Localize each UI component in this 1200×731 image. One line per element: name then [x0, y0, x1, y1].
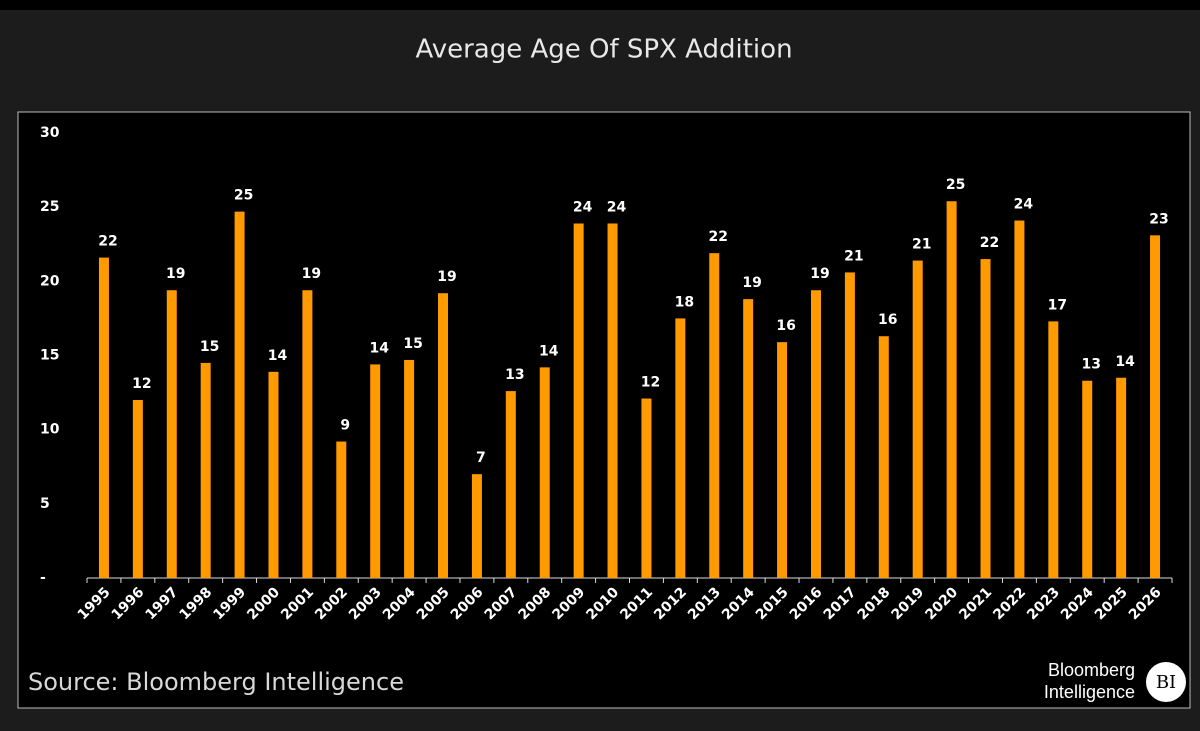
value-label: 19 [810, 266, 829, 282]
bar [200, 362, 211, 578]
value-label: 13 [505, 367, 524, 383]
chart-title: Average Age Of SPX Addition [415, 35, 792, 65]
bar [336, 441, 347, 578]
bar [302, 290, 313, 578]
value-label: 17 [1048, 297, 1067, 313]
y-tick-label: 30 [40, 125, 60, 141]
bar [1116, 377, 1127, 578]
value-label: 24 [607, 199, 627, 215]
bar [132, 400, 143, 578]
bar [675, 318, 686, 578]
value-label: 16 [878, 312, 897, 328]
y-tick-label: 15 [40, 348, 59, 364]
value-label: 21 [844, 248, 863, 264]
bar [810, 290, 821, 578]
bar [844, 272, 855, 578]
bar [404, 359, 415, 578]
value-label: 24 [573, 199, 593, 215]
bar [641, 398, 652, 578]
bar [777, 342, 788, 578]
value-label: 22 [980, 235, 999, 251]
bar [166, 290, 177, 578]
value-label: 15 [200, 339, 219, 355]
value-label: 16 [776, 318, 795, 334]
value-label: 9 [340, 418, 350, 434]
value-label: 23 [1149, 211, 1168, 227]
bar [370, 364, 381, 578]
bar [1014, 220, 1025, 578]
y-tick-label: 5 [40, 496, 50, 512]
plot-area [17, 111, 1191, 709]
y-tick-label: - [40, 570, 46, 586]
value-label: 22 [709, 229, 728, 245]
value-label: 14 [1115, 354, 1135, 370]
top-band [0, 0, 1200, 10]
bar [438, 293, 449, 578]
bar [878, 336, 889, 578]
bar [1082, 380, 1093, 578]
value-label: 19 [437, 269, 456, 285]
logo-badge-text: BI [1156, 672, 1176, 693]
value-label: 24 [1014, 197, 1034, 213]
value-label: 13 [1081, 357, 1100, 373]
value-label: 18 [675, 294, 694, 310]
bar [743, 299, 754, 578]
logo-text: Intelligence [1044, 682, 1135, 702]
bar [98, 257, 109, 578]
y-tick-label: 25 [40, 199, 59, 215]
y-tick-label: 10 [40, 422, 60, 438]
value-label: 14 [268, 348, 288, 364]
value-label: 14 [539, 343, 559, 359]
value-label: 19 [166, 266, 185, 282]
bar [607, 223, 618, 578]
value-label: 19 [302, 266, 321, 282]
logo-badge [1146, 662, 1186, 702]
value-label: 12 [132, 376, 151, 392]
bar [505, 391, 516, 578]
y-tick-label: 20 [40, 273, 60, 289]
value-label: 7 [476, 450, 486, 466]
value-label: 12 [641, 375, 660, 391]
bar [1150, 235, 1161, 578]
value-label: 15 [403, 336, 422, 352]
bar [709, 253, 720, 578]
source: Source: Bloomberg Intelligence [28, 668, 404, 696]
bar [268, 371, 279, 578]
value-label: 19 [742, 275, 761, 291]
value-label: 22 [98, 234, 117, 250]
logo-text: Bloomberg [1048, 660, 1135, 680]
bar [946, 201, 957, 578]
value-label: 25 [234, 188, 253, 204]
value-label: 14 [369, 340, 389, 356]
value-label: 25 [946, 177, 965, 193]
value-label: 21 [912, 237, 931, 253]
bar [539, 367, 550, 578]
bar [980, 259, 991, 578]
bar [234, 211, 245, 578]
bar [1048, 321, 1059, 578]
bar [573, 223, 584, 578]
bar [912, 260, 923, 578]
bar [471, 474, 482, 578]
